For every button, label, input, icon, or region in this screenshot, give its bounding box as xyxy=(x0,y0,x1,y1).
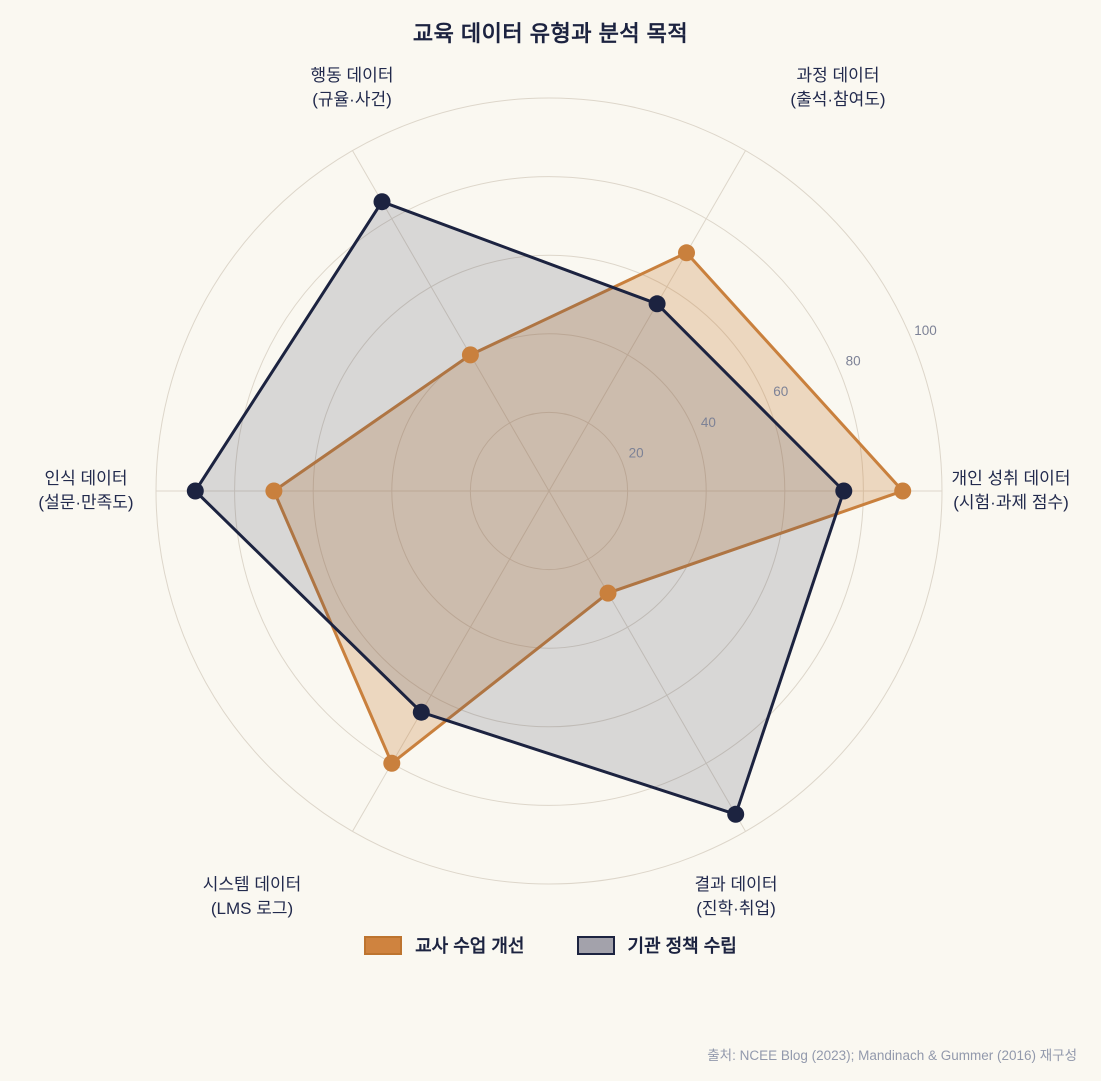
axis-label-main: 개인 성취 데이터 xyxy=(951,469,1071,489)
axis-label: 과정 데이터 (출석·참여도) xyxy=(790,64,885,112)
axis-label: 개인 성취 데이터 (시험·과제 점수) xyxy=(952,467,1071,515)
radial-tick-label: 40 xyxy=(701,415,716,430)
series-polygon-1 xyxy=(193,200,846,816)
legend-label: 기관 정책 수립 xyxy=(627,936,737,956)
axis-label-main: 시스템 데이터 xyxy=(202,875,302,895)
axis-label-main: 인식 데이터 xyxy=(44,469,128,489)
axis-label: 결과 데이터 (진학·취업) xyxy=(695,873,778,921)
radial-tick-label: 60 xyxy=(773,384,788,399)
source-note: 출처: NCEE Blog (2023); Mandinach & Gummer… xyxy=(707,1048,1077,1063)
axis-spoke xyxy=(352,490,550,832)
data-point-series-1 xyxy=(727,805,745,823)
radial-tick-label: 80 xyxy=(846,353,861,368)
data-point-series-1 xyxy=(835,482,853,500)
axis-label: 인식 데이터 (설문·만족도) xyxy=(38,467,133,515)
axis-label-sub: (규율·사건) xyxy=(312,90,392,109)
axis-label-main: 행동 데이터 xyxy=(310,66,394,86)
legend-swatch-gray xyxy=(576,935,615,955)
data-point-series-0 xyxy=(383,754,401,772)
axis-spoke xyxy=(548,150,746,492)
data-point-series-0 xyxy=(265,482,283,500)
chart-title: 교육 데이터 유형과 분석 목적 xyxy=(412,21,689,46)
axis-label-sub: (설문·만족도) xyxy=(38,493,134,512)
radial-tick-label: 20 xyxy=(629,446,644,461)
axis-spoke xyxy=(548,490,746,832)
axis-label-main: 과정 데이터 xyxy=(796,66,880,86)
legend: 교사 수업 개선 기관 정책 수립 xyxy=(0,932,1101,958)
legend-item-institution-policy: 기관 정책 수립 xyxy=(576,932,737,958)
axis-label-sub: (출석·참여도) xyxy=(790,90,886,109)
legend-item-teacher-improvement: 교사 수업 개선 xyxy=(364,932,525,958)
data-point-series-0 xyxy=(599,584,617,602)
data-point-series-1 xyxy=(412,703,430,721)
legend-swatch-orange xyxy=(364,935,403,955)
axis-label-sub: (시험·과제 점수) xyxy=(953,493,1069,512)
data-point-series-1 xyxy=(373,193,391,211)
data-point-series-1 xyxy=(186,482,204,500)
data-point-series-0 xyxy=(461,346,479,364)
axis-label-sub: (진학·취업) xyxy=(696,899,776,918)
axis-label: 시스템 데이터 (LMS 로그) xyxy=(203,873,302,921)
axis-label-sub: (LMS 로그) xyxy=(210,899,294,918)
data-point-series-1 xyxy=(648,295,666,313)
data-point-series-0 xyxy=(894,482,912,500)
axis-label-main: 결과 데이터 xyxy=(694,875,778,895)
data-point-series-0 xyxy=(678,244,695,262)
axis-label: 행동 데이터 (규율·사건) xyxy=(311,64,394,112)
radial-tick-label: 100 xyxy=(914,323,937,338)
legend-label: 교사 수업 개선 xyxy=(415,936,525,956)
